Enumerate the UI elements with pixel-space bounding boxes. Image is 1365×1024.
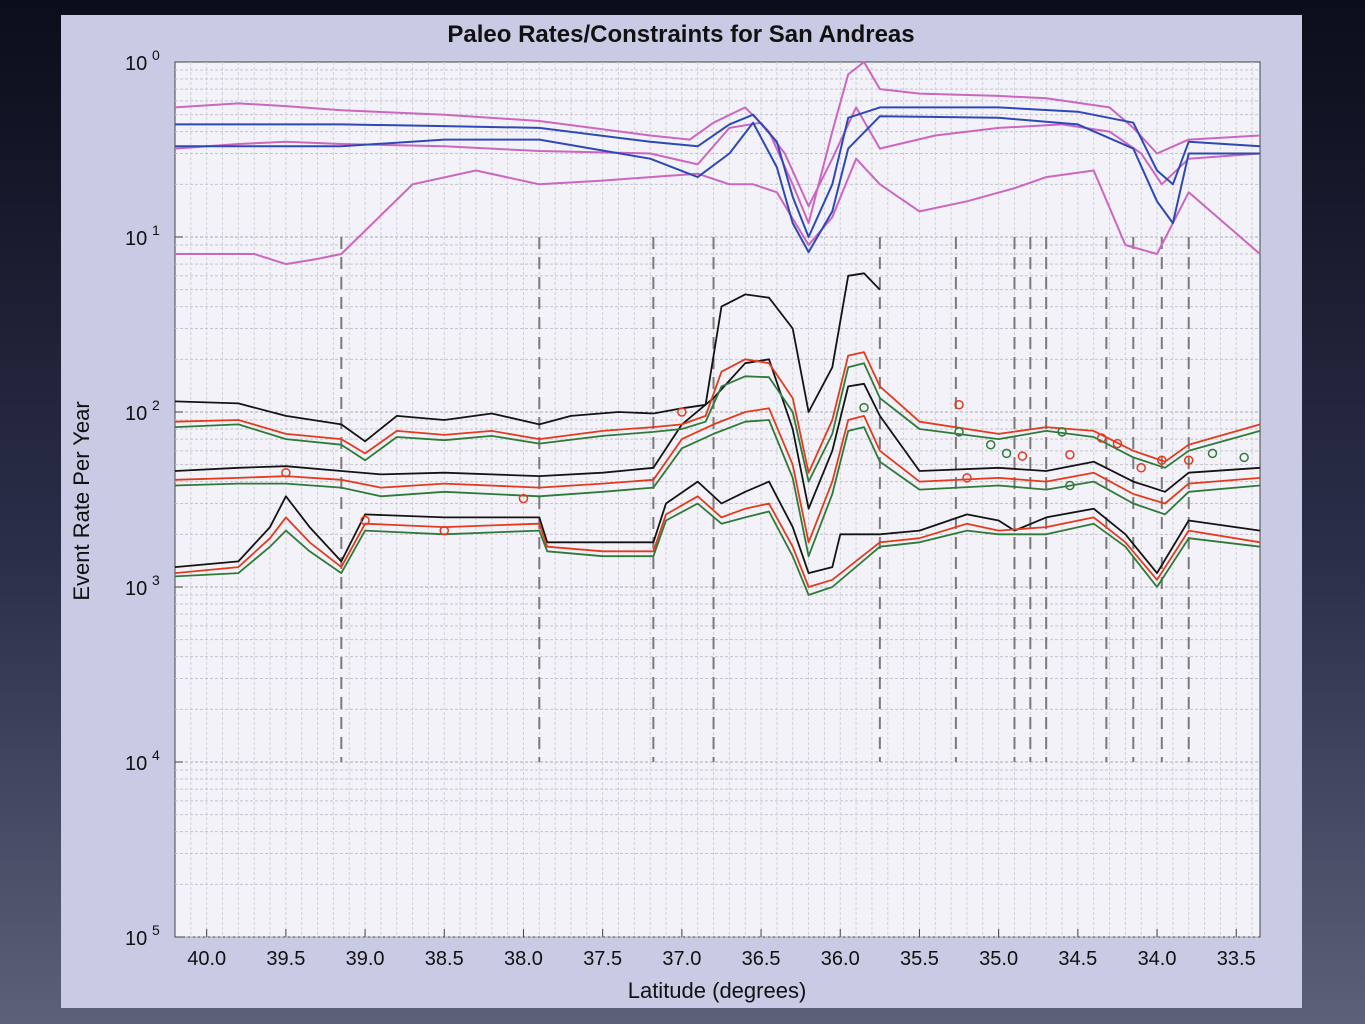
data-point-red bbox=[360, 515, 370, 526]
series-line-8 bbox=[174, 407, 1261, 544]
x-tick-label: 37.0 bbox=[662, 948, 701, 970]
series-line-12 bbox=[174, 502, 1261, 596]
x-tick-label: 33.5 bbox=[1217, 948, 1256, 970]
y-tick-label: 10 bbox=[125, 578, 147, 600]
data-point-green bbox=[1065, 480, 1075, 491]
x-tick-label: 34.0 bbox=[1138, 948, 1177, 970]
series-line-3 bbox=[175, 106, 1261, 238]
x-tick-label: 34.5 bbox=[1058, 948, 1097, 970]
series-line-0 bbox=[174, 61, 1261, 225]
data-point-green bbox=[859, 402, 869, 413]
x-tick-label: 39.5 bbox=[266, 948, 305, 970]
data-point-green bbox=[954, 427, 964, 437]
grid-lines bbox=[175, 62, 1260, 938]
series-line-5 bbox=[174, 272, 881, 443]
section-boundaries bbox=[340, 237, 1190, 762]
y-tick-exponent: 1 bbox=[152, 222, 160, 238]
y-axis-label: Event Rate Per Year bbox=[69, 401, 94, 600]
x-tick-label: 36.5 bbox=[742, 948, 781, 970]
data-point-green bbox=[1239, 452, 1249, 463]
series-line-9 bbox=[174, 419, 1261, 558]
y-tick-exponent: 0 bbox=[152, 47, 160, 63]
y-tick-label: 10 bbox=[125, 53, 147, 75]
x-tick-label: 38.0 bbox=[504, 948, 543, 970]
data-point-red bbox=[281, 467, 291, 478]
series-line-1 bbox=[174, 106, 1261, 208]
x-axis-label: Latitude (degrees) bbox=[628, 978, 807, 1003]
x-tick-label: 40.0 bbox=[187, 948, 226, 970]
chart-title: Paleo Rates/Constraints for San Andreas bbox=[447, 21, 914, 48]
data-point-green bbox=[985, 439, 996, 450]
x-tick-label: 35.0 bbox=[979, 948, 1018, 970]
data-point-red bbox=[439, 525, 450, 536]
y-tick-label: 10 bbox=[125, 928, 147, 950]
y-tick-label: 10 bbox=[125, 403, 147, 425]
data-point-green bbox=[1001, 448, 1012, 459]
y-tick-exponent: 3 bbox=[152, 572, 160, 588]
series-line-11 bbox=[174, 495, 1261, 588]
y-tick-exponent: 5 bbox=[152, 922, 160, 938]
data-point-red bbox=[1096, 433, 1107, 443]
x-tick-label: 38.5 bbox=[425, 948, 464, 970]
y-tick-label: 10 bbox=[125, 228, 147, 250]
data-point-red bbox=[954, 400, 964, 410]
y-tick-labels: 10 0 10 1 10 2 10 3 10 4 10 5 bbox=[125, 47, 183, 950]
x-tick-label: 35.5 bbox=[900, 948, 939, 970]
series-line-2 bbox=[175, 157, 1261, 266]
data-point-green bbox=[1207, 448, 1218, 459]
data-point-red bbox=[1065, 449, 1075, 460]
slide-panel: 40.0 39.5 39.0 38.5 38.0 37.5 37.0 36.5 36.0 35.5… bbox=[61, 15, 1302, 1008]
series-line-7 bbox=[174, 351, 1261, 474]
data-point-green bbox=[1057, 427, 1067, 437]
series-line-4 bbox=[175, 115, 1260, 254]
x-tick-labels: 40.0 39.5 39.0 38.5 38.0 37.5 37.0 36.5 36.0 35.5… bbox=[187, 929, 1256, 970]
data-point-red bbox=[1183, 455, 1194, 466]
x-tick-label: 39.0 bbox=[346, 948, 385, 970]
data-point-red bbox=[1017, 451, 1028, 461]
y-tick-exponent: 2 bbox=[152, 397, 160, 413]
data-points bbox=[281, 400, 1249, 536]
data-point-red bbox=[677, 407, 687, 417]
series-line-13 bbox=[174, 362, 1261, 483]
y-tick-exponent: 4 bbox=[152, 747, 160, 763]
data-point-red bbox=[1157, 455, 1167, 466]
paleo-rate-chart: 40.0 39.5 39.0 38.5 38.0 37.5 37.0 36.5 36.0 35.5… bbox=[69, 21, 1261, 1003]
x-tick-label: 37.5 bbox=[583, 948, 622, 970]
x-tick-label: 36.0 bbox=[821, 948, 860, 970]
series-line-10 bbox=[174, 480, 1261, 574]
data-point-red bbox=[518, 493, 529, 504]
data-point-red bbox=[1112, 438, 1123, 449]
series-lines bbox=[174, 61, 1261, 596]
series-line-6 bbox=[174, 358, 1261, 510]
data-point-red bbox=[962, 473, 972, 483]
y-tick-label: 10 bbox=[125, 753, 147, 775]
data-point-red bbox=[1136, 463, 1146, 473]
